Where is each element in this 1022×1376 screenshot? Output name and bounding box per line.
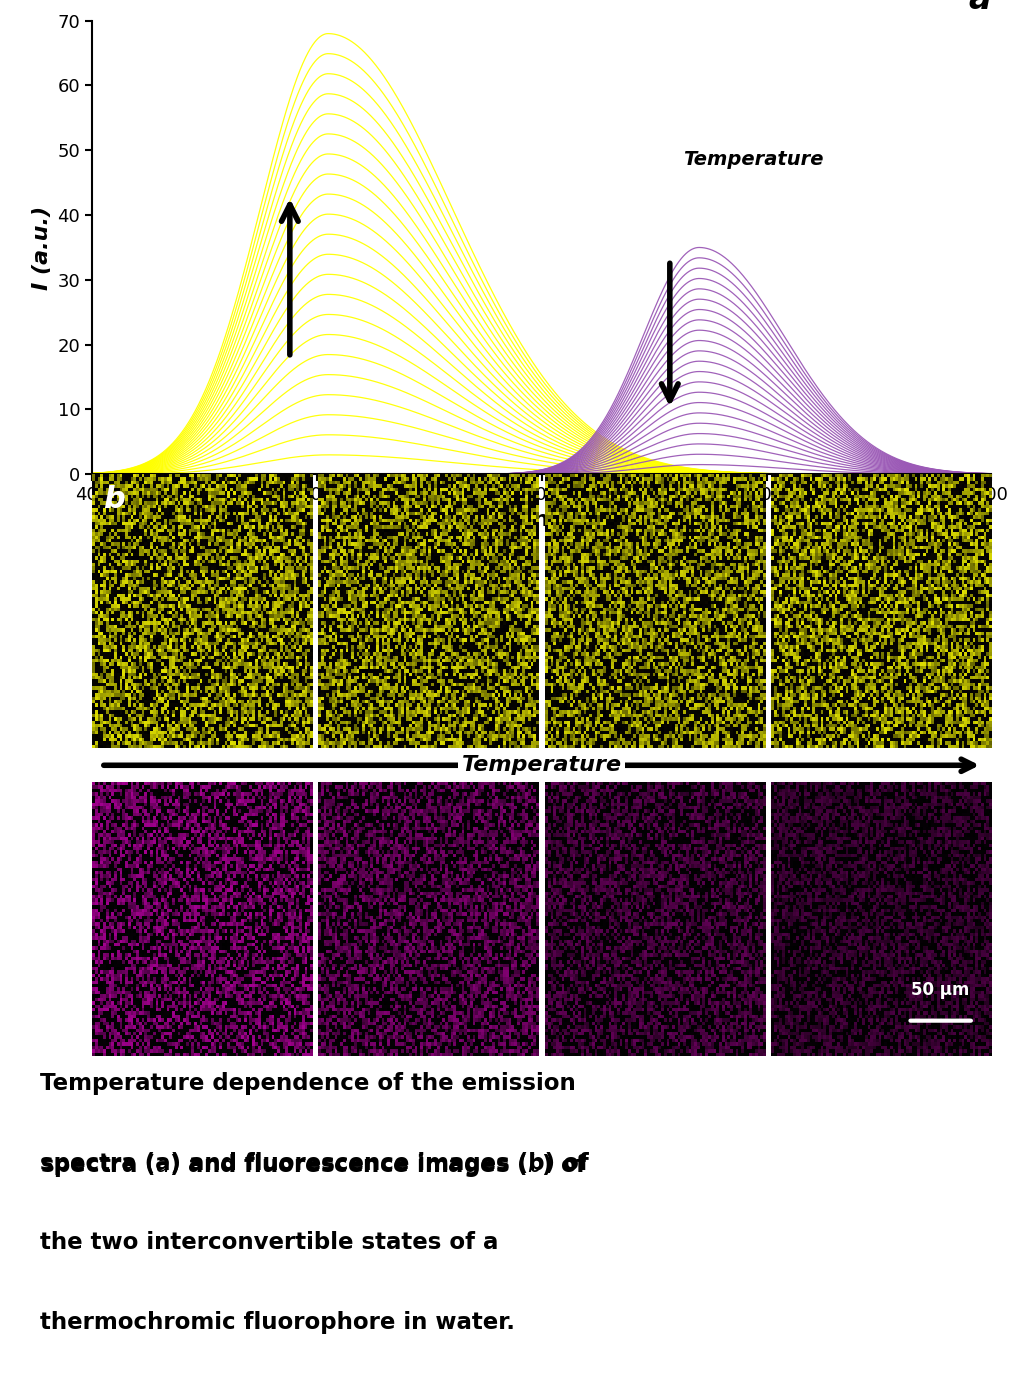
Text: spectra ($\mathbf{\mathit{a}}$) and fluorescence images ($\mathbf{\mathit{b}}$) : spectra ($\mathbf{\mathit{a}}$) and fluo…: [40, 1152, 589, 1179]
Text: 50 μm: 50 μm: [912, 981, 970, 999]
Text: thermochromic fluorophore in water.: thermochromic fluorophore in water.: [40, 1311, 515, 1335]
Text: the two interconvertible states of a: the two interconvertible states of a: [40, 1232, 499, 1255]
Y-axis label: I (a.u.): I (a.u.): [32, 205, 52, 289]
X-axis label: λ (nm): λ (nm): [501, 509, 583, 530]
Text: Temperature: Temperature: [462, 754, 621, 775]
Text: spectra (a) and fluorescence images (b) of: spectra (a) and fluorescence images (b) …: [40, 1152, 589, 1175]
Text: b: b: [103, 486, 125, 515]
Text: Temperature: Temperature: [684, 150, 824, 169]
Text: a: a: [969, 0, 991, 17]
FancyArrowPatch shape: [104, 760, 973, 772]
Text: Temperature dependence of the emission: Temperature dependence of the emission: [40, 1072, 576, 1095]
